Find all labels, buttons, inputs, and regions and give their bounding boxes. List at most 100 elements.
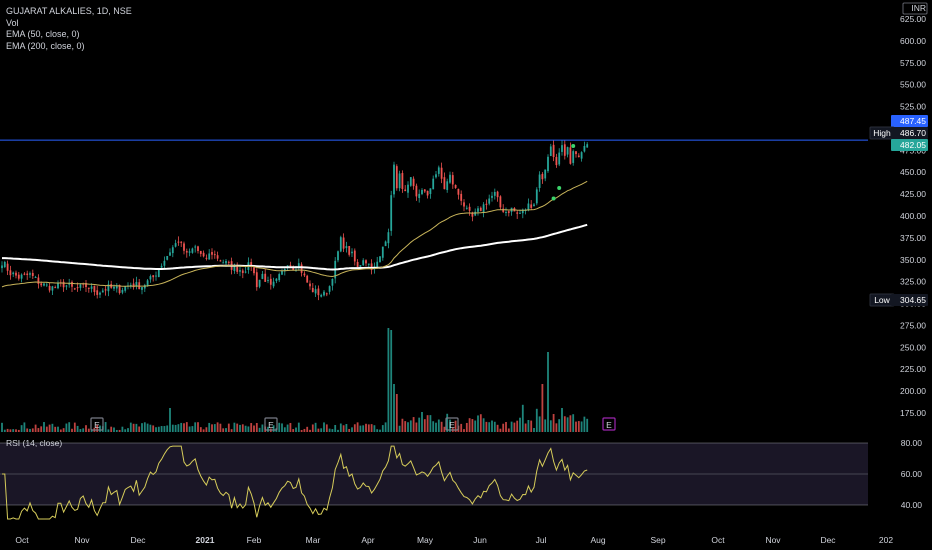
candle-body — [205, 257, 208, 259]
candle-body — [73, 288, 76, 290]
candle-body — [15, 272, 17, 276]
candle-body — [258, 279, 261, 287]
volume-bar — [331, 429, 334, 432]
candle-body — [157, 269, 160, 278]
candle-body — [132, 283, 135, 288]
candle-body — [563, 144, 566, 156]
candle-body — [561, 145, 563, 152]
earnings-marker[interactable] — [90, 417, 104, 431]
volume-bar — [311, 424, 314, 432]
candle-body — [239, 270, 241, 272]
currency-label[interactable]: INR — [911, 3, 926, 13]
candle-body — [236, 265, 239, 272]
volume-bar — [463, 429, 465, 432]
price-tick-label: 225.00 — [900, 364, 926, 374]
volume-bar — [586, 418, 589, 432]
candle-body — [183, 243, 185, 251]
candle-body — [519, 212, 521, 214]
volume-bar — [6, 428, 9, 432]
candle-body — [261, 273, 264, 279]
candle-body — [460, 193, 463, 201]
ema50-line — [1, 180, 588, 288]
volume-bar — [384, 422, 387, 432]
candle-body — [575, 151, 577, 155]
candle-body — [107, 284, 110, 292]
volume-bar — [348, 428, 351, 432]
candle-body — [477, 208, 479, 212]
candle-body — [443, 177, 446, 190]
candle-body — [339, 237, 342, 252]
candle-body — [493, 191, 496, 196]
candle-body — [180, 241, 183, 243]
volume-bar — [255, 423, 258, 432]
candle-body — [34, 276, 37, 278]
volume-bar — [191, 426, 194, 432]
volume-bar — [541, 384, 544, 432]
volume-bar — [381, 425, 384, 432]
candle-body — [216, 255, 219, 259]
earnings-marker[interactable] — [264, 417, 278, 431]
candle-body — [426, 190, 429, 196]
candle-body — [538, 174, 541, 188]
candle-body — [558, 152, 561, 165]
volume-bar — [104, 422, 107, 432]
candle-body — [124, 286, 127, 291]
candle-body — [93, 285, 96, 292]
volume-bar — [292, 429, 295, 432]
upcoming-earnings-marker[interactable] — [602, 417, 616, 431]
volume-bar — [230, 429, 233, 432]
low-label: Low — [874, 295, 890, 305]
candle-body — [29, 273, 31, 275]
symbol-title[interactable]: GUJARAT ALKALIES, 1D, NSE — [6, 6, 132, 16]
volume-bar — [149, 424, 152, 432]
time-tick-label: Sep — [650, 535, 665, 545]
candle-body — [227, 261, 230, 263]
volume-bar — [227, 423, 230, 432]
ema-lines — [1, 180, 588, 288]
candle-body — [54, 287, 57, 289]
volume-bar — [12, 429, 15, 432]
candle-body — [337, 251, 339, 261]
volume-bar — [454, 420, 457, 432]
volume-bar — [353, 424, 356, 432]
volume-bar — [127, 428, 129, 432]
ema200-legend[interactable]: EMA (200, close, 0) — [6, 40, 85, 51]
volume-bar — [521, 404, 524, 432]
volume-legend[interactable]: Vol — [6, 17, 19, 28]
candle-body — [365, 260, 367, 264]
time-tick-label: Jun — [473, 535, 487, 545]
volume-bar — [113, 427, 115, 432]
candle-body — [250, 262, 253, 267]
candle-body — [348, 245, 351, 255]
volume-bar — [561, 408, 563, 432]
volume-bar — [96, 424, 99, 432]
currency-box — [902, 2, 928, 15]
volume-bar — [513, 422, 516, 432]
candle-body — [219, 260, 222, 262]
candle-body — [541, 173, 544, 180]
volume-bar — [572, 414, 575, 432]
candle-body — [451, 175, 454, 185]
candle-body — [1, 265, 3, 269]
ema50-legend[interactable]: EMA (50, close, 0) — [6, 29, 80, 39]
time-axis[interactable]: Oct Nov Dec 2021 Feb Mar Apr May Jun Jul Aug Sep Oct… — [15, 535, 893, 545]
volume-bar — [37, 428, 40, 432]
volume-bar — [373, 425, 376, 432]
earnings-marker[interactable] — [445, 417, 459, 431]
candle-body — [320, 294, 323, 297]
volume-bar — [507, 428, 510, 432]
candle-body — [149, 276, 152, 280]
volume-bar — [379, 429, 381, 432]
ema200-line — [2, 223, 588, 271]
candle-body — [412, 178, 415, 187]
candle-body — [393, 164, 395, 195]
volume-bar — [99, 425, 101, 432]
candle-body — [379, 256, 381, 263]
volume-bar — [409, 420, 412, 432]
candle-body — [169, 252, 171, 256]
rsi-tick-label: 40.00 — [901, 500, 923, 510]
rsi-legend[interactable]: RSI (14, close) — [6, 438, 63, 448]
volume-bar — [317, 428, 320, 432]
